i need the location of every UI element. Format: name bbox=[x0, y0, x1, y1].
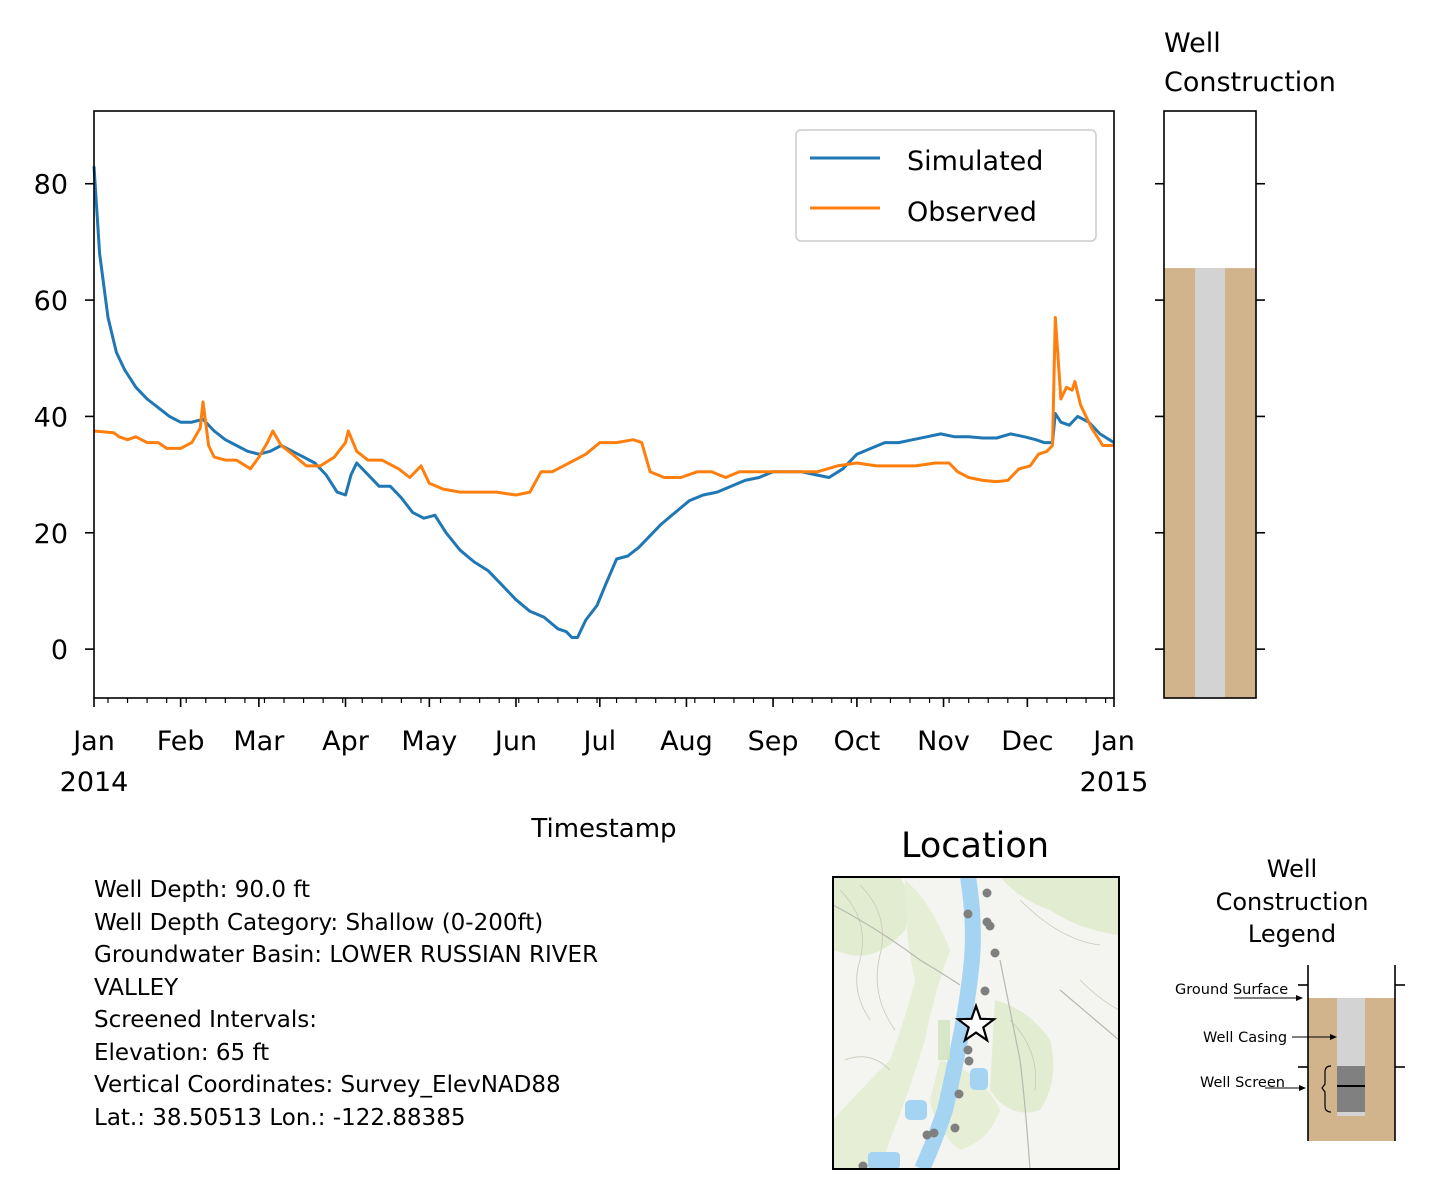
vegetation-area bbox=[938, 1020, 950, 1060]
star-icon bbox=[954, 1002, 998, 1043]
info-elevation: Elevation: 65 ft bbox=[94, 1039, 270, 1066]
x-tick-label: Apr bbox=[322, 726, 370, 757]
legend-title-line3: Legend bbox=[1248, 920, 1336, 948]
well-dot bbox=[990, 948, 1000, 958]
screen-brace bbox=[1321, 1065, 1332, 1113]
info-lat-lon: Lat.: 38.50513 Lon.: -122.88385 bbox=[94, 1104, 466, 1131]
x-tick-label: Feb bbox=[157, 726, 205, 757]
x-axis: Jan 2014 Feb Mar Apr May Jun Jul Aug Sep Oct Nov Dec… bbox=[60, 698, 1149, 798]
x-tick-label: Sep bbox=[748, 726, 799, 757]
well-dot bbox=[954, 1089, 964, 1099]
location-map: Location bbox=[832, 826, 1120, 1170]
nearby-wells bbox=[858, 888, 1000, 1169]
series-line-simulated bbox=[92, 166, 1115, 639]
well-panel-frame bbox=[1163, 110, 1257, 699]
well-dot bbox=[980, 986, 990, 996]
info-well-depth: Well Depth: 90.0 ft bbox=[94, 877, 310, 903]
x-tick-year-label: 2015 bbox=[1080, 767, 1149, 798]
legend-label-observed: Observed bbox=[907, 197, 1037, 228]
y-axis: 0 20 40 60 80 bbox=[34, 170, 94, 666]
vegetation-area bbox=[833, 877, 909, 956]
well-construction-panel: Well Construction bbox=[1155, 28, 1336, 699]
info-screened-intervals: Screened Intervals: bbox=[94, 1007, 317, 1033]
label-well-casing: Well Casing bbox=[1203, 1030, 1287, 1046]
y-tick-label: 40 bbox=[34, 402, 68, 433]
x-tick-label: Aug bbox=[660, 726, 713, 757]
vegetation-area bbox=[1000, 877, 1119, 935]
x-tick-label: Oct bbox=[834, 726, 881, 757]
x-tick-label: Jan bbox=[71, 726, 115, 757]
pond bbox=[905, 1100, 927, 1120]
well-dot bbox=[963, 909, 973, 919]
info-basin: Groundwater Basin: LOWER RUSSIAN RIVER bbox=[94, 942, 599, 968]
well-casing bbox=[1195, 268, 1225, 698]
x-tick-label: Mar bbox=[233, 726, 285, 757]
contour-lines bbox=[839, 884, 1119, 1091]
arrowhead-icon bbox=[1299, 1085, 1306, 1091]
well-dot bbox=[858, 1161, 868, 1169]
arrowhead-icon bbox=[1330, 1034, 1337, 1040]
vegetation-area bbox=[990, 1000, 1054, 1113]
well-dot bbox=[963, 1045, 973, 1055]
label-well-screen: Well Screen bbox=[1200, 1075, 1285, 1091]
well-dot bbox=[929, 1128, 939, 1138]
pond bbox=[868, 1152, 900, 1169]
well-dot bbox=[985, 921, 995, 931]
well-dot bbox=[950, 1123, 960, 1133]
well-dot bbox=[982, 888, 992, 898]
x-tick-label: Jan bbox=[1091, 726, 1135, 757]
well-panel-title-line2: Construction bbox=[1164, 67, 1336, 98]
legend-title-line2: Construction bbox=[1216, 888, 1369, 916]
plot-frame bbox=[93, 110, 1115, 699]
x-tick-label: Jun bbox=[493, 726, 537, 757]
x-tick-label: May bbox=[401, 726, 457, 757]
roads bbox=[833, 904, 1119, 1169]
y-tick-label: 80 bbox=[34, 170, 68, 201]
well-dot bbox=[964, 1056, 974, 1066]
info-depth-category: Well Depth Category: Shallow (0-200ft) bbox=[94, 909, 544, 936]
x-tick-label: Jul bbox=[582, 726, 617, 757]
well-dot bbox=[922, 1130, 932, 1140]
pond bbox=[970, 1068, 988, 1090]
chart-legend: Simulated Observed bbox=[795, 129, 1097, 242]
legend-screen bbox=[1337, 1066, 1365, 1112]
river bbox=[914, 877, 981, 1169]
series-line-observed bbox=[93, 316, 1114, 497]
info-basin-cont: VALLEY bbox=[94, 974, 179, 1001]
map-content bbox=[833, 877, 1119, 1169]
x-axis-label: Timestamp bbox=[530, 814, 676, 844]
well-panel-ticks bbox=[1155, 182, 1265, 650]
x-tick-label: Dec bbox=[1001, 726, 1053, 757]
y-tick-label: 60 bbox=[34, 286, 68, 317]
time-series-plot: 0 20 40 60 80 Jan 2014 Feb Mar Apr May Jun Jul Aug Se… bbox=[34, 110, 1149, 844]
arrowhead-icon bbox=[1296, 995, 1303, 1001]
info-vertical-coords: Vertical Coordinates: Survey_ElevNAD88 bbox=[94, 1072, 561, 1098]
well-panel-title-line1: Well bbox=[1164, 28, 1221, 59]
x-tick-year-label: 2014 bbox=[60, 767, 129, 798]
map-frame bbox=[832, 876, 1120, 1170]
x-tick-label: Nov bbox=[917, 726, 970, 757]
y-tick-label: 0 bbox=[51, 635, 68, 666]
legend-title-line1: Well bbox=[1267, 855, 1317, 883]
legend-ticks bbox=[1298, 984, 1405, 1068]
well-info-panel: Well Depth: 90.0 ft Well Depth Category:… bbox=[94, 874, 734, 1134]
legend-label-simulated: Simulated bbox=[907, 146, 1043, 177]
vegetation-area bbox=[833, 880, 950, 1169]
label-ground-surface: Ground Surface bbox=[1175, 982, 1288, 998]
y-tick-label: 20 bbox=[34, 519, 68, 550]
well-construction-legend: Well Construction Legend Ground Surface … bbox=[1175, 855, 1405, 1141]
location-title: Location bbox=[901, 826, 1049, 866]
series-layer bbox=[92, 166, 1115, 639]
